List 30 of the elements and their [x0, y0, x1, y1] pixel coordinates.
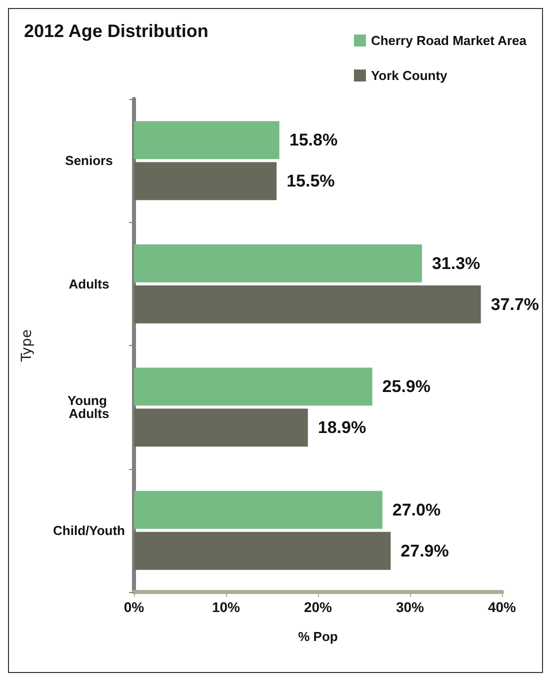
x-tick-label: 30% — [396, 599, 425, 615]
x-tick-label: 0% — [124, 599, 145, 615]
bar — [134, 285, 481, 324]
bar — [134, 490, 382, 529]
bar — [134, 121, 280, 160]
y-axis-title: Type — [19, 329, 35, 363]
y-tick-label: Adults — [68, 276, 110, 292]
y-tick-label: Seniors — [65, 153, 113, 168]
data-label: 25.9% — [382, 377, 430, 396]
y-tick-label: Young Adults — [67, 393, 111, 422]
data-label: 27.0% — [392, 500, 441, 520]
data-label: 37.7% — [490, 294, 540, 314]
data-label: 18.9% — [318, 418, 366, 438]
data-label: 15.5% — [286, 172, 335, 191]
y-tick-label: Child/Youth — [53, 522, 126, 538]
bar — [134, 532, 391, 570]
data-label: 27.9% — [400, 541, 449, 560]
x-tick-label: 20% — [304, 599, 333, 615]
data-label: 15.8% — [289, 130, 338, 150]
bar — [134, 244, 422, 282]
x-axis-title: % Pop — [298, 629, 338, 644]
bar — [134, 408, 308, 447]
chart-title: 2012 Age Distribution — [24, 21, 208, 41]
x-tick-label: 10% — [212, 599, 241, 615]
bar — [134, 162, 277, 200]
data-label: 31.3% — [432, 254, 480, 273]
legend-label: Cherry Road Market Area — [370, 33, 528, 48]
bar — [134, 368, 372, 406]
legend-label: York County — [370, 68, 448, 83]
x-tick-label: 40% — [488, 599, 517, 615]
